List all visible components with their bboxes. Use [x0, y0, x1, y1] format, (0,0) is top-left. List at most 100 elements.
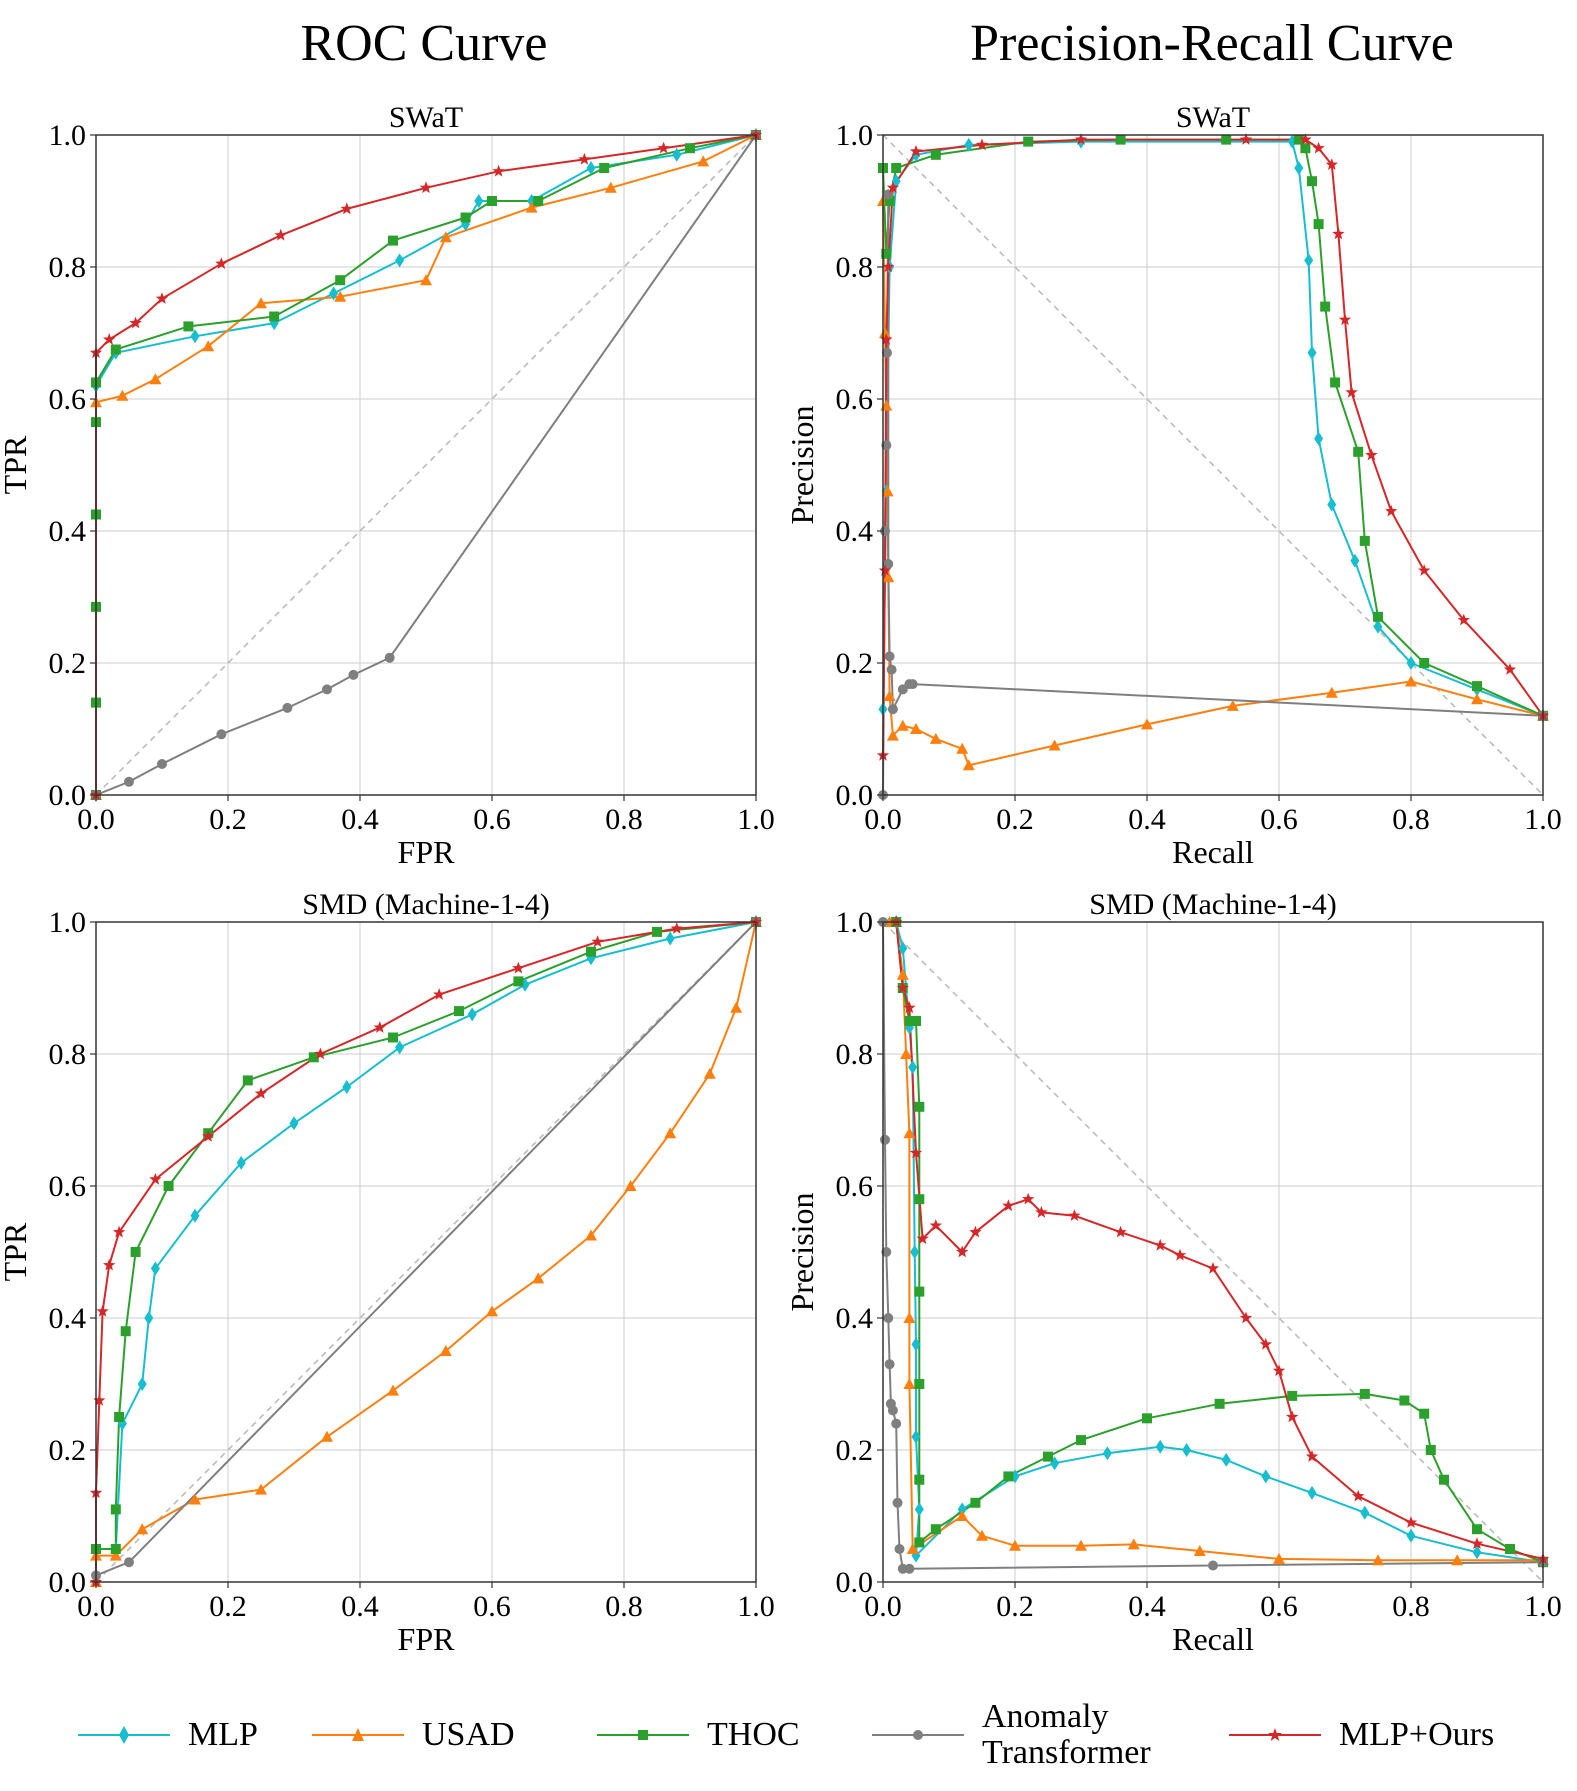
data-point-thoc	[1221, 134, 1232, 145]
data-point-usad	[703, 1067, 716, 1079]
data-point-usad	[624, 1180, 637, 1191]
data-point-usad	[910, 723, 922, 734]
data-point-mlp-ours	[129, 316, 142, 329]
data-point-usad	[976, 1529, 988, 1541]
data-point-thoc	[904, 1016, 915, 1026]
data-point-mlp-ours	[96, 1304, 109, 1317]
data-point-mlp-ours	[956, 1245, 969, 1258]
data-point-thoc	[911, 1016, 921, 1026]
y-tick-label: 0.2	[49, 1434, 87, 1467]
data-point-anomaly-transformer	[894, 1544, 905, 1554]
x-tick-label: 0.6	[473, 803, 511, 836]
data-point-anomaly-transformer	[1208, 1560, 1218, 1571]
data-point-usad	[886, 729, 899, 741]
data-point-usad	[730, 1001, 743, 1013]
data-point-thoc	[110, 1544, 121, 1554]
data-point-mlp	[1155, 1439, 1165, 1454]
data-point-thoc	[914, 1101, 925, 1112]
pr-column-title: Precision-Recall Curve	[970, 15, 1454, 72]
y-tick-label: 1.0	[836, 906, 874, 939]
series-line-thoc	[96, 921, 757, 1550]
data-point-anomaly-transformer	[124, 1557, 134, 1568]
data-point-mlp-ours	[916, 1232, 929, 1245]
x-tick-label: 0.2	[996, 1590, 1034, 1623]
data-point-thoc	[1003, 1471, 1014, 1482]
roc-column-title: ROC Curve	[300, 15, 548, 72]
data-point-usad	[532, 1272, 545, 1284]
data-point-mlp-ours	[1305, 1450, 1319, 1462]
data-point-mlp	[1304, 253, 1314, 268]
legend-label-usad: USAD	[422, 1716, 515, 1753]
data-point-mlp-ours	[1286, 1410, 1299, 1423]
data-point-mlp	[1307, 345, 1317, 360]
data-point-thoc	[487, 196, 497, 206]
x-tick-label: 0.6	[1260, 1590, 1298, 1623]
data-point-mlp-ours	[903, 1001, 916, 1014]
data-point-usad	[109, 1549, 122, 1561]
data-point-anomaly-transformer	[881, 1247, 892, 1257]
data-point-mlp-ours	[1404, 1516, 1418, 1528]
legend-swatch-anomaly-transformer	[872, 1730, 964, 1740]
data-point-usad	[962, 759, 975, 771]
data-point-mlp	[672, 147, 682, 162]
y-tick-label: 0.2	[836, 1434, 874, 1467]
data-point-mlp	[1307, 1485, 1317, 1500]
data-point-usad	[896, 968, 909, 980]
y-tick-label: 0.8	[49, 251, 87, 284]
data-point-thoc	[891, 163, 902, 173]
data-point-mlp-ours	[93, 1394, 106, 1406]
data-point-mlp-ours	[433, 988, 446, 1000]
data-point-mlp-ours	[878, 564, 892, 576]
data-point-thoc	[269, 311, 280, 322]
data-point-usad	[420, 274, 432, 286]
data-point-mlp	[150, 1261, 160, 1276]
data-point-usad	[1075, 1539, 1087, 1551]
data-point-thoc	[242, 1075, 253, 1086]
data-point-thoc	[1399, 1395, 1410, 1406]
series-line-mlp	[895, 921, 1544, 1564]
data-point-mlp-ours	[1239, 133, 1253, 145]
data-point-usad	[956, 1510, 969, 1521]
data-point-usad	[1009, 1539, 1021, 1551]
data-point-mlp-ours	[1173, 1248, 1187, 1261]
data-point-thoc	[114, 1412, 125, 1422]
x-tick-label: 0.0	[77, 1590, 115, 1623]
data-point-mlp	[474, 194, 484, 208]
data-point-thoc	[1293, 134, 1304, 145]
data-point-mlp	[1373, 619, 1383, 634]
data-point-usad	[881, 485, 894, 497]
data-point-mlp-ours	[578, 152, 591, 165]
data-point-mlp	[395, 1040, 405, 1055]
data-point-mlp-ours	[1035, 1205, 1048, 1218]
x-tick-label: 1.0	[1524, 1590, 1562, 1623]
axes-frame	[95, 134, 757, 796]
data-point-thoc	[1320, 301, 1331, 312]
series-line-anomaly-transformer	[882, 193, 1544, 796]
data-point-mlp-ours	[1325, 158, 1338, 170]
reference-diagonal	[95, 921, 757, 1583]
data-point-thoc	[914, 1537, 925, 1548]
data-point-anomaly-transformer	[124, 776, 134, 787]
data-point-mlp	[1406, 656, 1416, 670]
data-point-usad	[1405, 675, 1417, 687]
data-point-mlp-ours	[591, 935, 604, 948]
data-point-thoc	[1313, 219, 1324, 230]
data-point-mlp-ours	[1338, 313, 1352, 326]
data-point-mlp	[190, 1208, 200, 1223]
x-tick-label: 0.8	[605, 1590, 643, 1623]
y-axis-label: TPR	[0, 435, 33, 494]
x-axis-label: Recall	[1172, 834, 1254, 870]
data-point-mlp-ours	[1022, 1192, 1035, 1205]
data-point-mlp-ours	[419, 181, 433, 194]
data-point-thoc	[914, 1194, 925, 1205]
data-point-mlp	[910, 1245, 920, 1259]
series-line-mlp	[96, 921, 757, 1550]
data-point-thoc	[110, 344, 121, 355]
data-point-thoc	[1300, 143, 1311, 154]
data-point-mlp	[137, 1377, 147, 1391]
y-tick-label: 0.4	[49, 515, 87, 548]
data-point-mlp	[1406, 1528, 1416, 1543]
legend-label-anomaly-transformer: Anomaly Transformer	[982, 1699, 1151, 1771]
y-tick-label: 0.0	[49, 779, 87, 812]
data-point-thoc	[454, 1006, 464, 1017]
